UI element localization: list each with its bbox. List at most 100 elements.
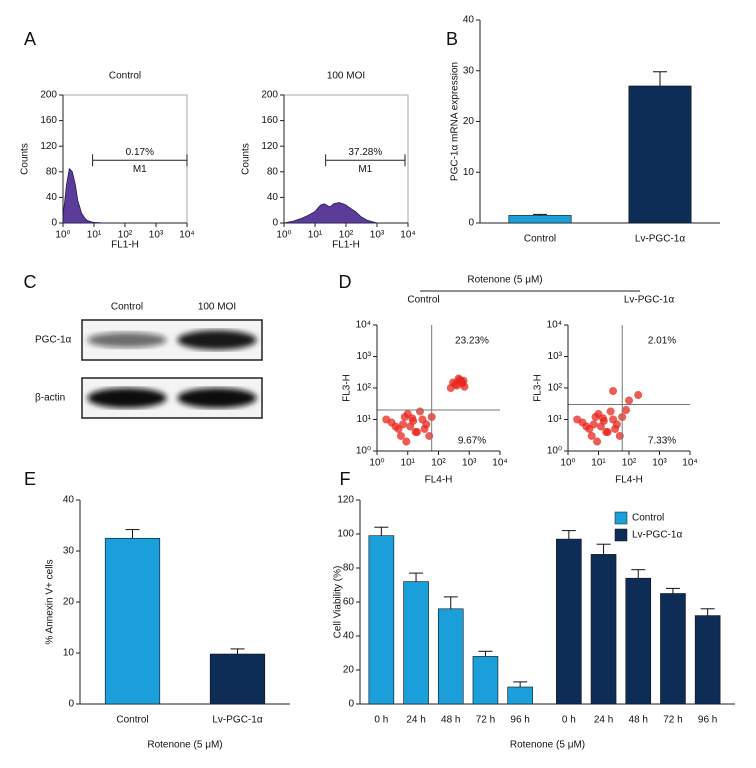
y-tick-label: 10³ xyxy=(357,351,372,362)
point xyxy=(382,415,391,424)
point xyxy=(415,407,424,416)
x-tick-label: 10³ xyxy=(149,230,164,241)
y-tick-label: 0 xyxy=(51,218,57,229)
column-label: 100 MOI xyxy=(198,302,236,313)
y-tick-label: 120 xyxy=(40,141,57,152)
x-tick-label: 10⁰ xyxy=(55,230,70,241)
y-axis-label: PGC-1α mRNA expression xyxy=(450,62,461,181)
plot-frame xyxy=(62,94,188,224)
point xyxy=(602,428,611,437)
x-tick-label: 10² xyxy=(431,458,446,469)
point xyxy=(398,420,407,429)
point xyxy=(625,396,633,405)
point xyxy=(589,420,598,429)
bar xyxy=(660,593,686,705)
x-tick-label: 96 h xyxy=(698,715,717,726)
y-tick-label: 20 xyxy=(63,597,75,608)
bar xyxy=(694,615,721,705)
y-tick-label: 200 xyxy=(261,90,278,101)
plot-title: Lv-PGC-1α xyxy=(624,295,674,306)
x-tick-label: 10¹ xyxy=(87,230,102,241)
y-tick-label: 40 xyxy=(63,495,75,506)
y-tick-label: 0 xyxy=(272,218,278,229)
y-tick-label: 40 xyxy=(463,15,475,26)
point xyxy=(391,422,400,431)
point xyxy=(634,390,643,399)
y-tick-label: 40 xyxy=(343,631,355,642)
x-tick-label: 72 h xyxy=(476,715,495,726)
gate-percent: 37.28% xyxy=(348,147,382,158)
histogram-area xyxy=(62,167,104,224)
point xyxy=(593,437,602,446)
x-tick-label: 48 h xyxy=(441,715,460,726)
x-axis-label: Rotenone (5 μM) xyxy=(147,740,222,751)
x-tick-label: 0 h xyxy=(562,715,576,726)
y-tick-label: 10¹ xyxy=(357,414,372,425)
point xyxy=(606,407,615,416)
x-tick-label: 10⁴ xyxy=(682,458,697,469)
y-axis-label: % Annexin V+ cells xyxy=(45,559,56,644)
x-tick-label: 96 h xyxy=(510,715,529,726)
panel-label: B xyxy=(446,29,458,49)
legend-swatch xyxy=(614,511,628,525)
y-tick-label: 120 xyxy=(261,141,278,152)
histogram-area xyxy=(283,202,378,224)
bar xyxy=(508,215,572,224)
x-tick-label: 72 h xyxy=(663,715,682,726)
bar xyxy=(590,554,617,705)
y-tick-label: 20 xyxy=(343,665,355,676)
x-tick-label: 10⁴ xyxy=(179,230,194,241)
x-tick-label: 10³ xyxy=(462,458,477,469)
bar xyxy=(403,581,429,705)
x-tick-label: Lv-PGC-1α xyxy=(635,234,685,245)
x-tick-label: 10¹ xyxy=(308,230,323,241)
bar xyxy=(507,686,533,705)
x-tick-label: 10³ xyxy=(370,230,385,241)
panel-label: A xyxy=(24,29,36,49)
x-tick-label: 24 h xyxy=(406,715,425,726)
y-tick-label: 10⁴ xyxy=(356,320,371,331)
point xyxy=(573,415,582,424)
blot-band xyxy=(87,332,167,348)
x-tick-label: Control xyxy=(524,234,556,245)
y-tick-label: 100 xyxy=(337,529,354,540)
x-tick-label: 10⁰ xyxy=(369,458,384,469)
group-header: Rotenone (5 μM) xyxy=(467,275,542,286)
quadrant-label: 2.01% xyxy=(648,336,676,347)
point xyxy=(420,424,429,433)
y-tick-label: 40 xyxy=(46,192,58,203)
y-tick-label: 10² xyxy=(357,383,372,394)
y-tick-label: 10⁴ xyxy=(547,320,562,331)
bar xyxy=(437,608,464,705)
x-tick-label: 0 h xyxy=(374,715,388,726)
y-tick-label: 20 xyxy=(463,116,475,127)
row-label: β-actin xyxy=(35,393,65,404)
x-tick-label: 10¹ xyxy=(401,458,416,469)
x-tick-label: 10¹ xyxy=(591,458,606,469)
row-label: PGC-1α xyxy=(35,335,72,346)
point xyxy=(459,376,468,385)
x-tick-label: 10⁴ xyxy=(400,230,415,241)
legend-label: Control xyxy=(632,513,664,524)
y-tick-label: 10¹ xyxy=(548,414,563,425)
point xyxy=(411,428,420,437)
bar xyxy=(556,538,582,705)
point xyxy=(622,406,631,415)
bar xyxy=(472,656,499,705)
y-axis-label: Counts xyxy=(241,143,252,175)
point xyxy=(582,422,591,431)
y-tick-label: 10² xyxy=(548,383,563,394)
quadrant-label: 23.23% xyxy=(455,336,489,347)
blot-band xyxy=(177,388,257,408)
bar xyxy=(104,537,161,705)
panel-label: C xyxy=(24,272,37,292)
y-tick-label: 120 xyxy=(337,495,354,506)
y-axis-label: Cell Viability (%) xyxy=(333,566,344,639)
gate-name: M1 xyxy=(358,164,372,175)
x-axis-label: FL1-H xyxy=(111,240,139,251)
plot-title: 100 MOI xyxy=(327,71,365,82)
y-tick-label: 10³ xyxy=(548,351,563,362)
point xyxy=(609,387,618,396)
x-axis-label: Rotenone (5 μM) xyxy=(510,740,585,751)
y-axis-label: FL3-H xyxy=(342,374,353,402)
